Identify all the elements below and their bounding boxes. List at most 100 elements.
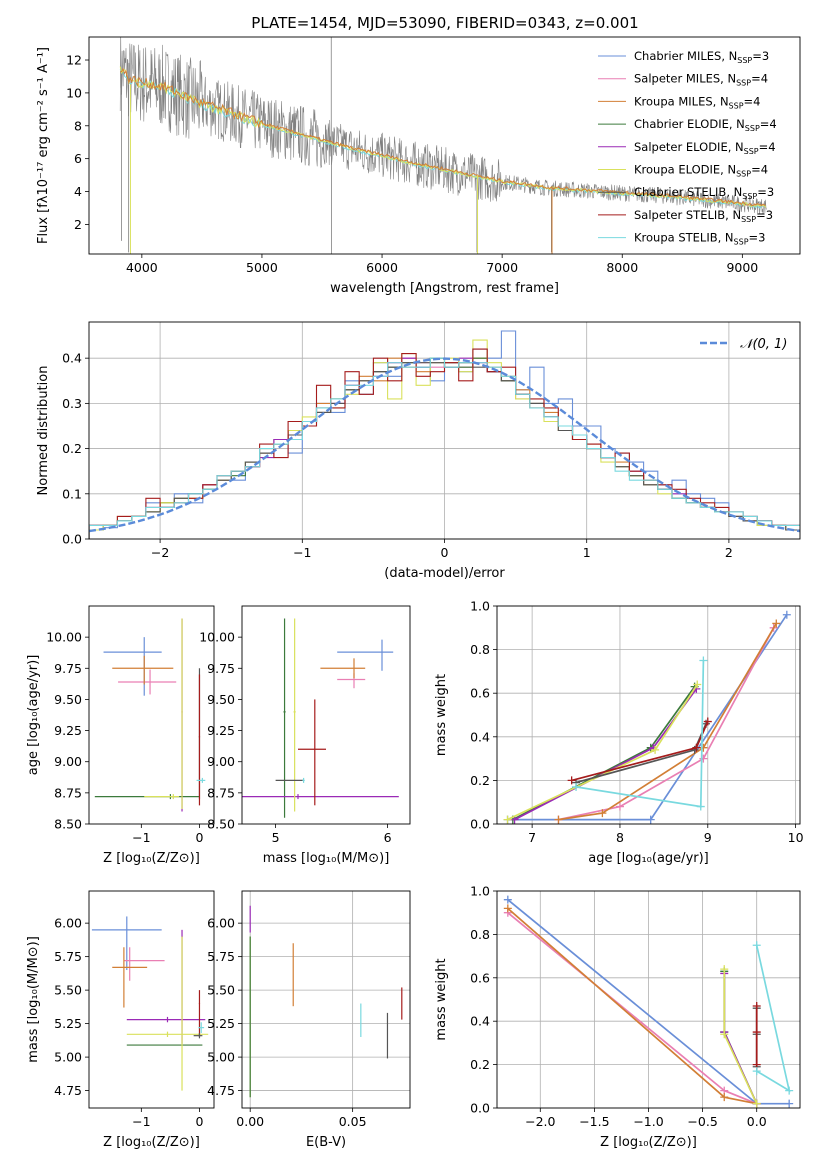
y-tick-label: 9.50 bbox=[54, 692, 82, 707]
x-tick-label: 5 bbox=[272, 830, 280, 845]
y-tick-label: 9.00 bbox=[207, 754, 235, 769]
y-tick-label: 0.2 bbox=[470, 1057, 490, 1072]
y-tick-label: 0.3 bbox=[62, 396, 82, 411]
y-tick-label: 1.0 bbox=[470, 884, 490, 899]
errorbar-point bbox=[112, 655, 174, 685]
weight-marker bbox=[693, 680, 702, 689]
errorbar-point bbox=[198, 1022, 205, 1033]
legend-subscript: SSP bbox=[736, 170, 751, 179]
panel-age-vs-Z: −1 0 8.50 8.75 9.00 9.25 9.50 9.75 10.00 Z [log₁₀… bbox=[26, 605, 215, 866]
y-tick-label: 0.2 bbox=[470, 773, 490, 788]
legend-count: =3 bbox=[757, 185, 774, 199]
x-axis-label: E(B-V) bbox=[306, 1135, 346, 1150]
y-tick-label: 5.75 bbox=[207, 949, 235, 964]
errorbar-point bbox=[196, 777, 206, 783]
weight-series-line bbox=[755, 945, 791, 1093]
x-tick-label: 2 bbox=[725, 545, 733, 560]
axes-frame bbox=[88, 605, 215, 825]
legend-label: Chabrier STELIB, NSSP=3 bbox=[634, 185, 774, 201]
errorbar-point bbox=[144, 794, 180, 800]
legend-label: 𝒩(0, 1) bbox=[740, 337, 787, 352]
weight-marker bbox=[703, 717, 712, 726]
x-tick-label: −1 bbox=[293, 545, 311, 560]
y-tick-label: 8 bbox=[74, 118, 82, 133]
y-tick-label: 8.50 bbox=[54, 817, 82, 832]
legend-subscript: SSP bbox=[745, 124, 760, 133]
y-tick-label: 5.50 bbox=[54, 983, 82, 998]
x-tick-label: −2.0 bbox=[525, 1114, 555, 1129]
errorbar-point bbox=[283, 618, 286, 818]
chart-title: PLATE=1454, MJD=53090, FIBERID=0343, z=0… bbox=[251, 14, 638, 32]
errorbar-point bbox=[118, 669, 177, 695]
errorbar-point bbox=[242, 794, 399, 800]
y-axis-label: Normed distribution bbox=[36, 366, 51, 496]
y-tick-label: 9.00 bbox=[54, 754, 82, 769]
errorbar-point bbox=[91, 916, 162, 971]
x-tick-label: 0.0 bbox=[747, 1114, 767, 1129]
weight-marker bbox=[699, 754, 708, 763]
weight-marker bbox=[598, 809, 607, 818]
axes-frame bbox=[88, 321, 801, 540]
legend-count: =3 bbox=[752, 49, 769, 63]
y-tick-label: 8.75 bbox=[207, 785, 235, 800]
weight-marker bbox=[752, 1028, 761, 1037]
y-tick-label: 0.0 bbox=[470, 1101, 490, 1116]
weight-marker bbox=[785, 1086, 794, 1095]
weight-marker bbox=[720, 965, 729, 974]
errorbar-point bbox=[320, 658, 366, 679]
weight-marker bbox=[720, 1030, 729, 1039]
y-tick-label: 0.1 bbox=[62, 486, 82, 501]
model-spectrum bbox=[120, 67, 766, 207]
y-axis-label: age [log₁₀(age/yr)] bbox=[26, 655, 41, 776]
x-tick-label: 9 bbox=[704, 830, 712, 845]
y-tick-label: 8.50 bbox=[207, 817, 235, 832]
weight-marker bbox=[785, 1099, 794, 1108]
errorbar-point bbox=[337, 673, 366, 689]
weight-marker bbox=[554, 815, 563, 824]
legend-label: Chabrier ELODIE, NSSP=4 bbox=[634, 117, 777, 133]
weight-series-line bbox=[575, 660, 705, 808]
weight-series-line bbox=[571, 721, 709, 782]
legend-label: Kroupa ELODIE, NSSP=4 bbox=[634, 163, 768, 179]
weight-marker bbox=[782, 610, 791, 619]
y-tick-label: 10.00 bbox=[46, 630, 82, 645]
x-tick-label: 10 bbox=[788, 830, 804, 845]
legend-count: =4 bbox=[751, 72, 768, 86]
legend-label: Kroupa MILES, NSSP=4 bbox=[634, 94, 760, 110]
weight-series-line bbox=[723, 973, 758, 1105]
y-tick-label: 0.4 bbox=[470, 729, 490, 744]
weight-marker bbox=[752, 1099, 761, 1108]
x-tick-label: −1.5 bbox=[579, 1114, 609, 1129]
errorbar-point bbox=[123, 947, 165, 981]
x-axis-label: Z [log₁₀(Z/Z⊙)] bbox=[103, 1135, 200, 1150]
x-tick-label: 7000 bbox=[486, 260, 518, 275]
errorbar-point bbox=[198, 674, 201, 806]
axes-frame bbox=[496, 605, 801, 825]
legend-count: =4 bbox=[760, 117, 777, 131]
y-tick-label: 8.75 bbox=[54, 785, 82, 800]
weight-marker bbox=[692, 743, 701, 752]
weight-marker bbox=[699, 656, 708, 665]
weight-marker bbox=[572, 782, 581, 791]
y-axis-label: mass weight bbox=[434, 674, 449, 756]
errorbar-point bbox=[126, 1016, 206, 1023]
legend-count: =3 bbox=[749, 231, 766, 245]
y-tick-label: 5.00 bbox=[54, 1050, 82, 1065]
x-axis-label: age [log₁₀(age/yr)] bbox=[588, 851, 709, 866]
y-tick-label: 9.75 bbox=[54, 661, 82, 676]
y-tick-label: 0.8 bbox=[470, 642, 490, 657]
y-tick-label: 9.75 bbox=[207, 661, 235, 676]
x-tick-label: 9000 bbox=[726, 260, 758, 275]
x-axis-label: wavelength [Angstrom, rest frame] bbox=[330, 281, 559, 296]
axes-frame bbox=[88, 890, 215, 1109]
weight-marker bbox=[615, 802, 624, 811]
y-tick-label: 0.0 bbox=[470, 817, 490, 832]
panel-mass-vs-Z: −1 0 4.75 5.00 5.25 5.50 5.75 6.00 Z [log₁₀(Z/Z⊙… bbox=[26, 890, 215, 1150]
panel-mass-weight-vs-Z: −2.0 −1.5 −1.0 −0.5 0.0 0.0 0.2 0.4 0.6 0.8 1.0 Z [… bbox=[434, 884, 801, 1150]
legend-label: Kroupa STELIB, NSSP=3 bbox=[634, 231, 765, 247]
axes-frame bbox=[496, 890, 801, 1109]
x-tick-label: 8 bbox=[616, 830, 624, 845]
legend-count: =4 bbox=[751, 163, 768, 177]
errorbar-point bbox=[126, 1031, 209, 1038]
legend: Chabrier MILES, NSSP=3 Salpeter MILES, NS… bbox=[598, 49, 777, 247]
